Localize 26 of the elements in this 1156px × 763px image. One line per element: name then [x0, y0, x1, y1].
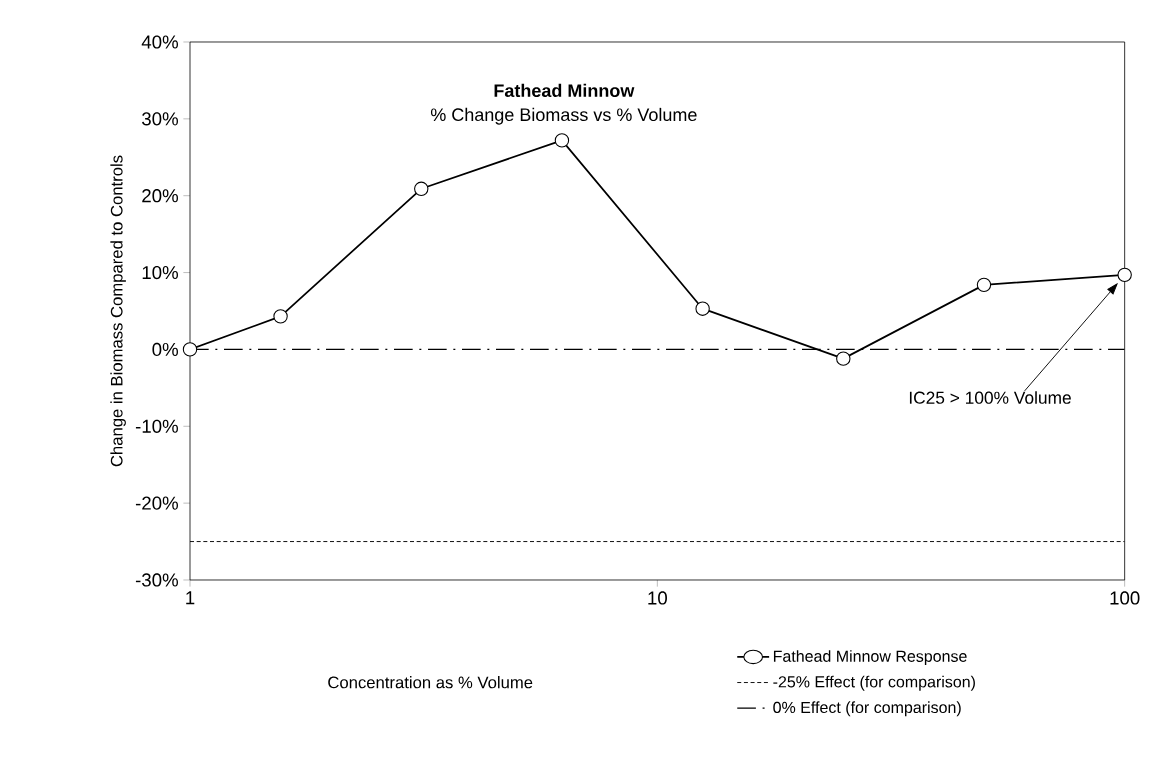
x-tick-label: 100 [1110, 591, 1140, 605]
y-axis-title: Change in Biomass Compared to Controls [110, 155, 126, 467]
x-axis-title: Concentration as % Volume [328, 676, 533, 689]
y-tick-label: 40% [141, 35, 178, 49]
y-tick-label: 30% [142, 112, 178, 126]
point [1117, 267, 1132, 283]
legend-label: 0% Effect (for comparison) [773, 701, 961, 717]
text: % Change Biomass vs % Volume [430, 107, 697, 125]
point [554, 133, 570, 148]
point [976, 277, 992, 293]
point [695, 301, 710, 316]
point [273, 309, 288, 324]
legend-label: Fathead Minnow Response [773, 650, 967, 666]
x-tick-label: 1 [186, 591, 195, 605]
point [414, 181, 429, 196]
y-tick-label: 20% [142, 189, 178, 203]
y-tick-label: -20% [135, 496, 178, 510]
point [836, 351, 851, 366]
y-tick-label: -30% [135, 573, 178, 587]
annotation: IC25 > 100% Volume [909, 391, 1071, 404]
y-tick-label: 0% [152, 342, 178, 357]
text: Fathead Minnow [494, 83, 635, 98]
y-tick-label: 10% [142, 265, 178, 280]
y-tick-label: -10% [135, 419, 178, 433]
legend-label: -25% Effect (for comparison) [773, 675, 975, 691]
x-tick-label: 10 [648, 591, 667, 605]
